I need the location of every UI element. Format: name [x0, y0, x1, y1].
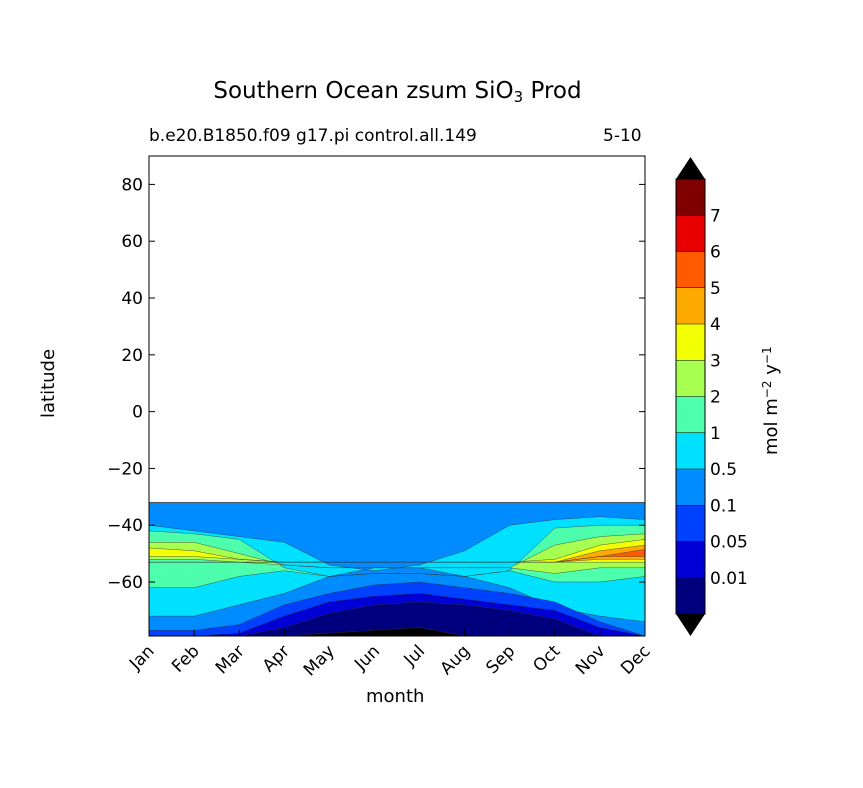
- colorbar-level-label: 2: [710, 388, 721, 408]
- band-extend-low: [149, 627, 645, 636]
- colorbar-units-label: mol m−2 y−1: [760, 346, 782, 455]
- colorbar-level-label: 0.05: [710, 533, 748, 553]
- colorbar: 0.01 0.05 0.1 0.5 1 2 3 4 5 6 7: [675, 157, 748, 636]
- x-tick-label: Dec: [617, 641, 654, 678]
- band-0.5-1: [149, 516, 645, 623]
- y-tick-label: 20: [121, 346, 143, 366]
- y-tick-label: −40: [107, 516, 143, 536]
- colorbar-segment: [676, 251, 705, 288]
- x-axis-label: month: [366, 686, 425, 707]
- colorbar-level-label: 5: [710, 279, 721, 299]
- band-1-2: [149, 525, 645, 588]
- x-tick-label: Jan: [125, 641, 158, 674]
- x-tick-label: Mar: [212, 641, 249, 678]
- y-axis: 80 60 40 20 0 −20 −40 −60: [107, 175, 645, 593]
- colorbar-level-label: 3: [710, 351, 721, 371]
- colorbar-extend-high: [676, 157, 705, 179]
- y-tick-label: 60: [121, 232, 143, 252]
- y-tick-label: −60: [107, 573, 143, 593]
- colorbar-segment: [676, 505, 705, 542]
- colorbar-level-label: 1: [710, 424, 721, 444]
- colorbar-segment: [676, 469, 705, 506]
- colorbar-level-label: 4: [710, 315, 721, 335]
- colorbar-segment: [676, 324, 705, 361]
- x-tick-label: Jul: [400, 641, 429, 670]
- y-tick-label: 40: [121, 289, 143, 309]
- colorbar-segment: [676, 577, 705, 614]
- y-tick-label: −20: [107, 459, 143, 479]
- contour-field: [149, 156, 645, 636]
- colorbar-segment: [676, 179, 705, 216]
- colorbar-level-label: 6: [710, 243, 721, 263]
- colorbar-level-label: 0.5: [710, 460, 737, 480]
- colorbar-segment: [676, 215, 705, 252]
- y-tick-label: 0: [132, 403, 143, 423]
- band-5-6: [149, 549, 645, 563]
- x-tick-label: Jun: [350, 641, 384, 675]
- no-data-region: [149, 156, 645, 503]
- x-tick-label: Nov: [572, 641, 610, 679]
- colorbar-segment: [676, 432, 705, 469]
- band-below-0.01: [149, 601, 645, 636]
- colorbar-level-label: 0.1: [710, 496, 737, 516]
- x-tick-label: Apr: [259, 641, 294, 676]
- x-tick-label: May: [300, 641, 339, 680]
- chart-title: Southern Ocean zsum SiO3 Prod: [213, 78, 582, 106]
- colorbar-segment: [676, 287, 705, 324]
- band-2-3: [149, 533, 645, 574]
- colorbar-segment: [676, 396, 705, 433]
- chart-subtitle-case: b.e20.B1850.f09 g17.pi control.all.149: [149, 126, 477, 146]
- x-tick-label: Sep: [482, 641, 519, 678]
- y-tick-label: 80: [121, 175, 143, 195]
- colorbar-extend-low: [676, 614, 705, 636]
- colorbar-segment: [676, 541, 705, 578]
- chart-subtitle-range: 5-10: [603, 126, 642, 146]
- colorbar-segment: [676, 360, 705, 397]
- x-tick-label: Aug: [437, 641, 475, 679]
- x-tick-label: Oct: [529, 641, 564, 676]
- colorbar-level-label: 7: [710, 206, 721, 226]
- x-axis: Jan Feb Mar Apr May Jun Jul Aug Sep Oct Nov Dec: [125, 630, 655, 680]
- x-tick-label: Feb: [168, 641, 203, 676]
- plot-frame: [148, 155, 646, 637]
- colorbar-level-label: 0.01: [710, 569, 748, 589]
